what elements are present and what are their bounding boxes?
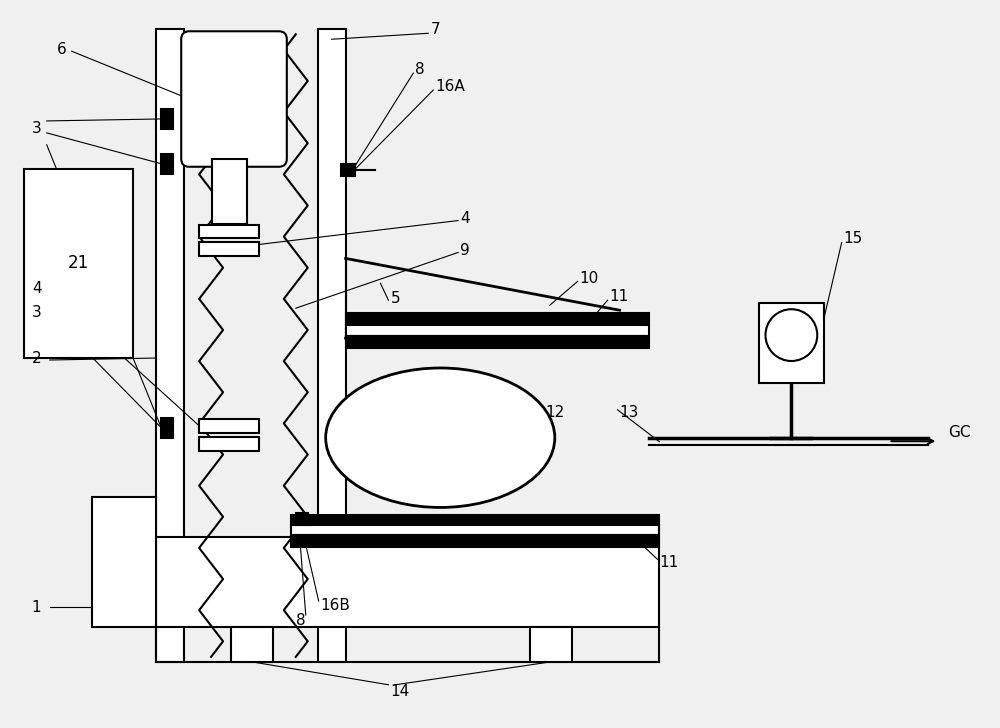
Bar (346, 325, 649, 336)
Text: 8: 8 (415, 62, 425, 76)
Text: 10: 10 (580, 271, 599, 286)
Text: GC: GC (948, 425, 971, 440)
Bar (296, 513, 308, 526)
Circle shape (765, 309, 817, 361)
Bar (92, 497, 156, 627)
Bar (291, 526, 659, 535)
Text: 1: 1 (32, 600, 41, 614)
Text: 11: 11 (610, 289, 629, 304)
Bar (759, 304, 824, 383)
Text: 11: 11 (659, 555, 679, 570)
Text: 7: 7 (430, 22, 440, 37)
Bar (199, 419, 259, 432)
Text: 12: 12 (545, 405, 564, 420)
Text: 2: 2 (32, 350, 41, 365)
Text: 15: 15 (844, 231, 863, 246)
Text: 4: 4 (32, 281, 41, 296)
Text: 14: 14 (390, 684, 410, 700)
Bar (346, 336, 649, 348)
Bar (346, 313, 649, 325)
Bar (156, 537, 659, 627)
Bar (530, 627, 572, 662)
Text: 16A: 16A (435, 79, 465, 94)
Bar (161, 154, 173, 174)
Text: 8: 8 (296, 612, 305, 628)
Text: 13: 13 (620, 405, 639, 420)
Bar (341, 164, 355, 175)
Bar (212, 159, 247, 223)
Ellipse shape (326, 368, 555, 507)
Text: 16B: 16B (321, 598, 351, 612)
Bar (231, 627, 273, 662)
Bar (199, 242, 259, 256)
Bar (199, 224, 259, 239)
Bar (161, 109, 173, 129)
Bar (156, 29, 184, 662)
Bar (318, 29, 346, 662)
Text: 6: 6 (57, 41, 66, 57)
FancyBboxPatch shape (181, 31, 287, 167)
Text: 4: 4 (460, 211, 470, 226)
Text: 5: 5 (390, 290, 400, 306)
Text: 3: 3 (32, 305, 42, 320)
Bar (161, 418, 173, 438)
Bar (291, 535, 659, 547)
Bar (291, 515, 659, 527)
Bar (199, 437, 259, 451)
Text: 3: 3 (32, 122, 42, 136)
Text: 21: 21 (68, 254, 89, 272)
Text: 9: 9 (460, 243, 470, 258)
Bar (24, 169, 133, 358)
